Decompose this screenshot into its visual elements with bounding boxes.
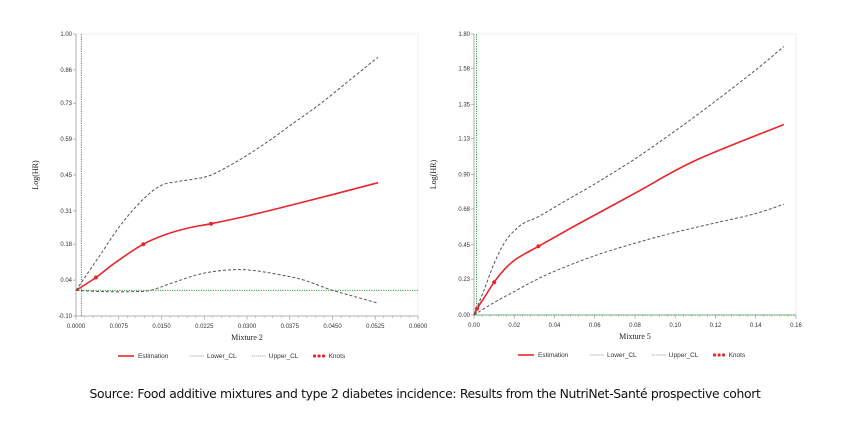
x-axis-title: Mixture 5	[619, 332, 651, 341]
legend-item-knots: Knots	[313, 353, 346, 360]
chart-mixture-2: -0.10 0.04 0.18 0.31 0.45 0.59 0.73 0.86 1.00 0.0…	[31, 32, 428, 360]
x-tick-label: 0.0450	[323, 324, 342, 330]
y-tick-label: 0.18	[60, 242, 72, 248]
legend-label: Lower_CL	[607, 352, 637, 359]
y-tick-label: 0.86	[60, 68, 72, 74]
knot-point	[536, 244, 541, 249]
y-axis-title: Log(HR)	[429, 160, 438, 190]
knot-point	[475, 306, 480, 311]
x-tick-label: 0.0375	[281, 324, 300, 330]
x-tick-label: 0.16	[790, 323, 802, 329]
series-upper-cl	[473, 46, 785, 316]
y-tick-label: 0.68	[458, 207, 470, 213]
y-tick-label: 0.59	[60, 137, 72, 143]
x-tick-label: 0.0225	[195, 324, 214, 330]
y-axis-title: Log(HR)	[31, 160, 40, 190]
y-tick-label: 1.80	[458, 32, 470, 38]
knot-point	[209, 221, 214, 226]
legend-label: Upper_CL	[669, 352, 699, 359]
series-estimation	[473, 123, 785, 316]
legend-item-upper-cl: Upper_CL	[251, 353, 299, 360]
knot-point	[492, 280, 497, 285]
x-tick-label: 0.0525	[366, 324, 385, 330]
legend-swatch-dot	[322, 354, 326, 358]
legend-label: Estimation	[538, 352, 569, 359]
y-tick-label: 0.45	[458, 243, 470, 249]
legend-label: Knots	[729, 352, 746, 359]
series-upper-cl	[75, 56, 379, 291]
x-tick-label: 0.0000	[67, 324, 86, 330]
legend-item-lower-cl: Lower_CL	[190, 353, 237, 360]
x-tick-label: 0.0300	[238, 324, 257, 330]
legend-item-estimation: Estimation	[518, 352, 569, 359]
legend-swatch-dot	[313, 354, 317, 358]
y-tick-label: 0.45	[60, 173, 72, 179]
x-tick-label: 0.04	[549, 323, 561, 329]
y-tick-label: 0.90	[458, 173, 470, 179]
knot-point	[141, 242, 146, 247]
y-tick-label: 1.00	[60, 32, 72, 38]
x-tick-label: 0.10	[669, 323, 681, 329]
knot-point	[93, 275, 98, 280]
y-tick-label: 0.31	[60, 209, 72, 215]
series-lower-cl	[473, 203, 785, 316]
legend-swatch-dot	[317, 354, 321, 358]
y-tick-label: 1.13	[458, 137, 470, 143]
legend-swatch-dot	[722, 353, 726, 357]
x-tick-label: 0.00	[468, 323, 480, 329]
x-tick-label: 0.0075	[110, 324, 129, 330]
series-estimation	[75, 181, 379, 292]
y-tick-label: 0.04	[60, 278, 72, 284]
legend-label: Knots	[329, 353, 346, 360]
legend-label: Estimation	[138, 353, 169, 360]
x-tick-label: 0.0600	[409, 324, 428, 330]
source-caption: Source: Food additive mixtures and type …	[89, 386, 761, 401]
x-tick-label: 0.12	[710, 323, 722, 329]
plot-frame	[473, 33, 797, 316]
x-tick-label: 0.14	[750, 323, 762, 329]
legend-swatch-dot	[717, 353, 721, 357]
y-tick-label: 0.73	[60, 101, 72, 107]
legend-item-knots: Knots	[713, 352, 746, 359]
y-tick-label: 0.23	[458, 277, 470, 283]
x-tick-label: 0.02	[508, 323, 520, 329]
x-tick-label: 0.0150	[152, 324, 171, 330]
y-tick-label: 1.58	[458, 66, 470, 72]
y-tick-label: 1.35	[458, 102, 470, 108]
legend-swatch-dot	[713, 353, 717, 357]
legend-item-estimation: Estimation	[118, 353, 169, 360]
series-lower-cl	[75, 269, 379, 304]
legend: Estimation Lower_CL Upper_CL Knots	[118, 353, 346, 360]
plot-frame	[75, 33, 419, 317]
x-tick-label: 0.08	[629, 323, 641, 329]
chart-mixture-5: 0.00 0.23 0.45 0.68 0.90 1.13 1.35 1.58 1.80 0.00…	[429, 32, 802, 359]
x-tick-label: 0.06	[589, 323, 601, 329]
y-tick-label: 0.00	[458, 313, 470, 319]
legend-label: Lower_CL	[207, 353, 237, 360]
y-tick-label: -0.10	[58, 314, 72, 320]
legend-item-lower-cl: Lower_CL	[590, 352, 637, 359]
x-axis-title: Mixture 2	[231, 333, 263, 342]
legend: Estimation Lower_CL Upper_CL Knots	[518, 352, 746, 359]
legend-label: Upper_CL	[269, 353, 299, 360]
legend-item-upper-cl: Upper_CL	[651, 352, 699, 359]
